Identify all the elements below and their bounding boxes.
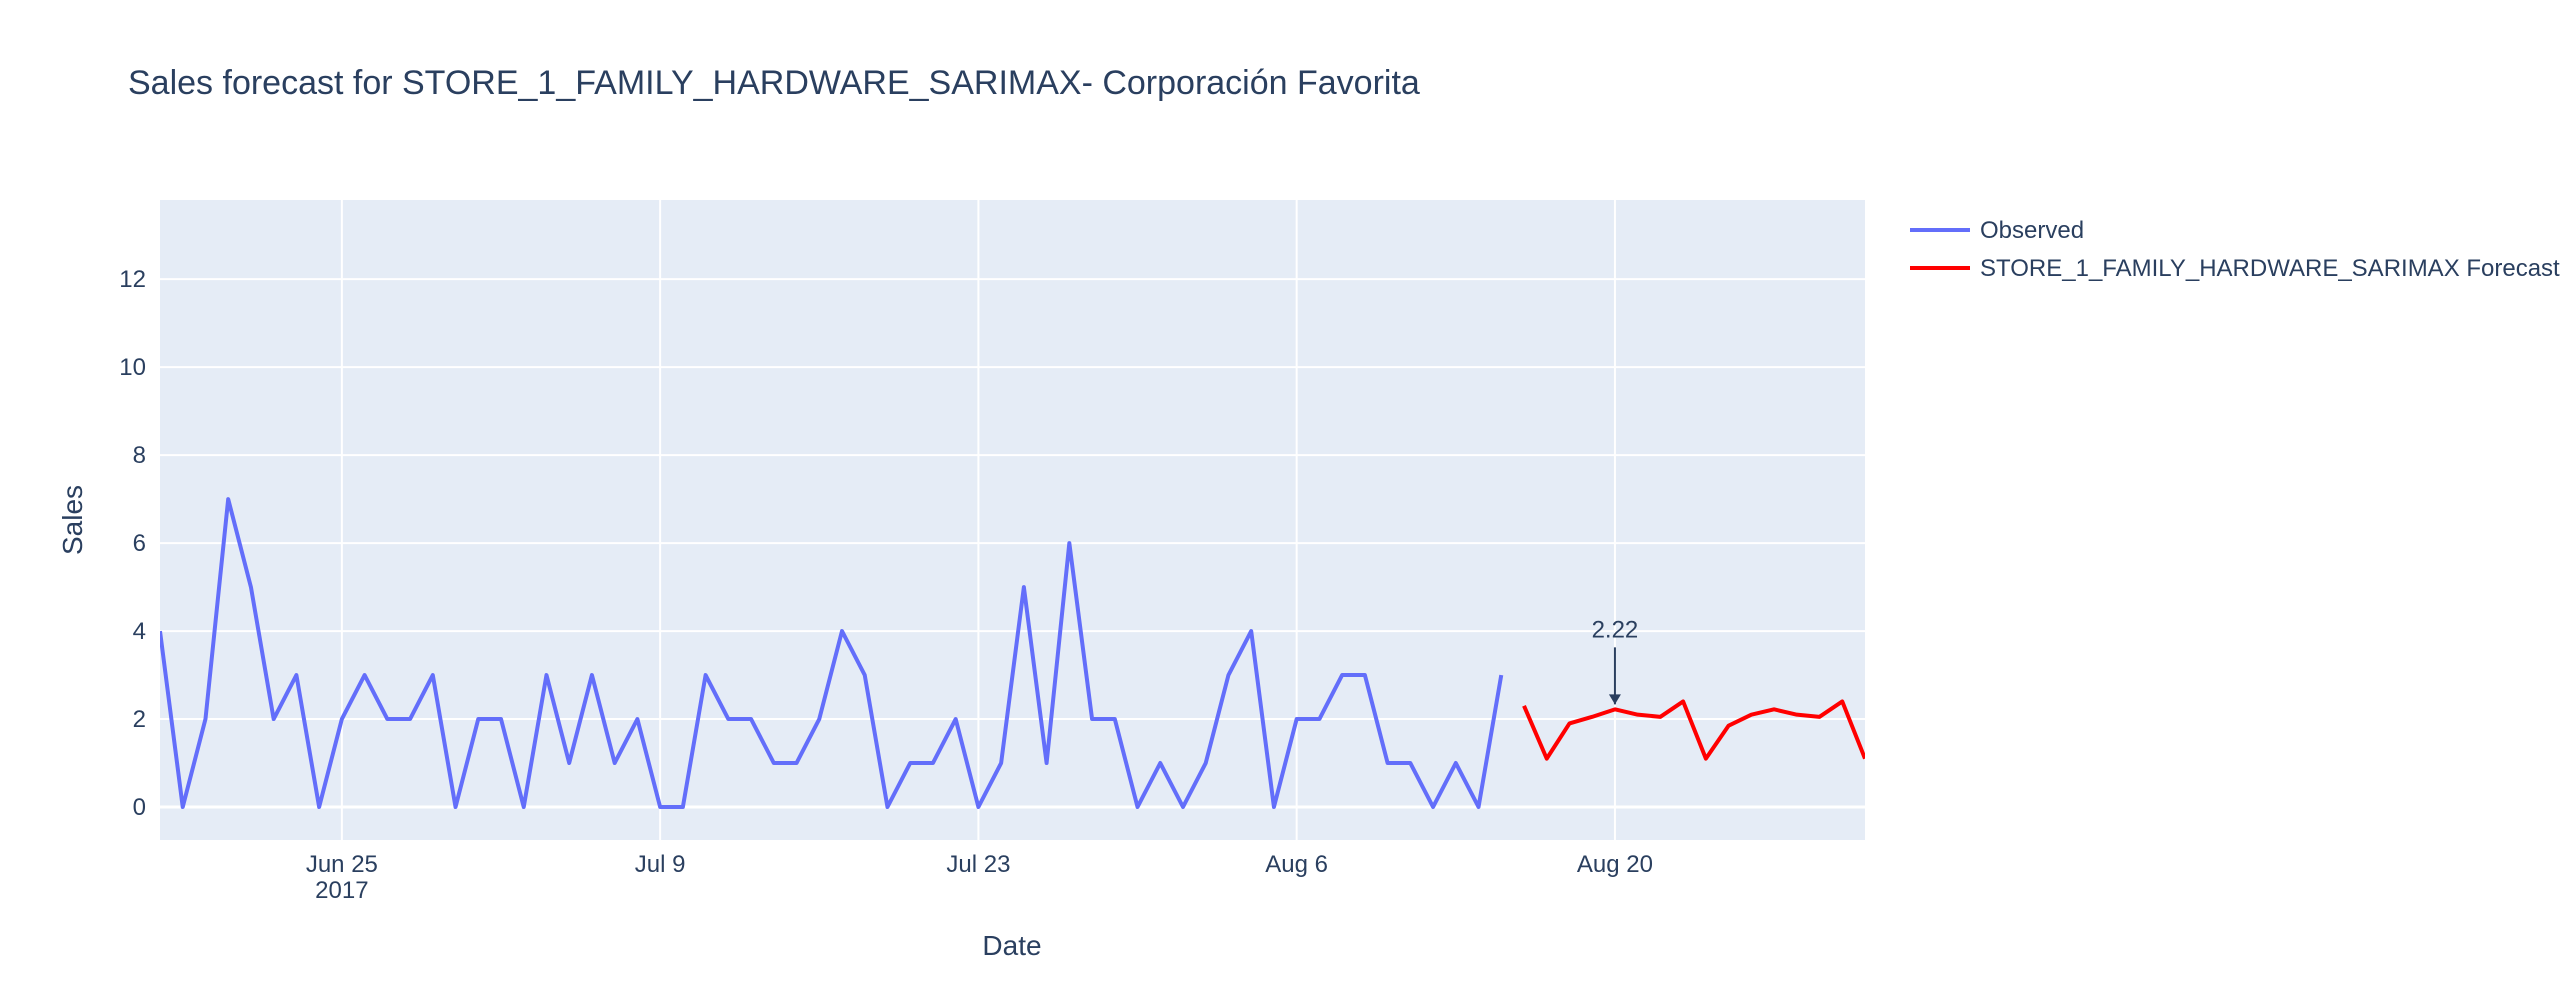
y-tick-label: 12 <box>119 266 146 293</box>
x-tick-label: Aug 20 <box>1577 851 1653 878</box>
legend-label: STORE_1_FAMILY_HARDWARE_SARIMAX Forecast <box>1980 255 2560 282</box>
x-tick-label: Jun 25 <box>306 851 378 878</box>
x-gridlines <box>340 200 1616 840</box>
chart-title: Sales forecast for STORE_1_FAMILY_HARDWA… <box>128 64 1420 102</box>
x-tick-label: Aug 6 <box>1265 851 1328 878</box>
x-tick-label: Jul 9 <box>635 851 686 878</box>
y-tick-label: 2 <box>133 706 146 733</box>
legend-label: Observed <box>1980 217 2084 244</box>
x-axis-title: Date <box>982 930 1041 961</box>
series-layer <box>160 497 1865 810</box>
y-tick-labels: 0 2 4 6 8 10 12 <box>119 266 146 821</box>
y-axis-title: Sales <box>57 485 88 555</box>
legend[interactable]: Observed STORE_1_FAMILY_HARDWARE_SARIMAX … <box>1910 217 2560 282</box>
annotation-label: 2.22 <box>1592 616 1639 643</box>
y-tick-label: 0 <box>133 794 146 821</box>
annotation-arrow-head <box>1608 694 1621 705</box>
annotation-layer: 2.22 <box>1592 616 1639 705</box>
legend-item[interactable]: Observed <box>1910 217 2084 244</box>
legend-item[interactable]: STORE_1_FAMILY_HARDWARE_SARIMAX Forecast <box>1910 255 2560 282</box>
y-tick-label: 6 <box>133 530 146 557</box>
x-tick-label: Jul 23 <box>946 851 1010 878</box>
y-tick-label: 8 <box>133 442 146 469</box>
x-tick-sublabel: 2017 <box>315 877 368 904</box>
y-tick-label: 4 <box>133 618 146 645</box>
y-tick-label: 10 <box>119 354 146 381</box>
series-line-forecast[interactable] <box>1522 699 1865 761</box>
plot-background <box>160 200 1865 840</box>
series-line-observed[interactable] <box>160 497 1504 810</box>
